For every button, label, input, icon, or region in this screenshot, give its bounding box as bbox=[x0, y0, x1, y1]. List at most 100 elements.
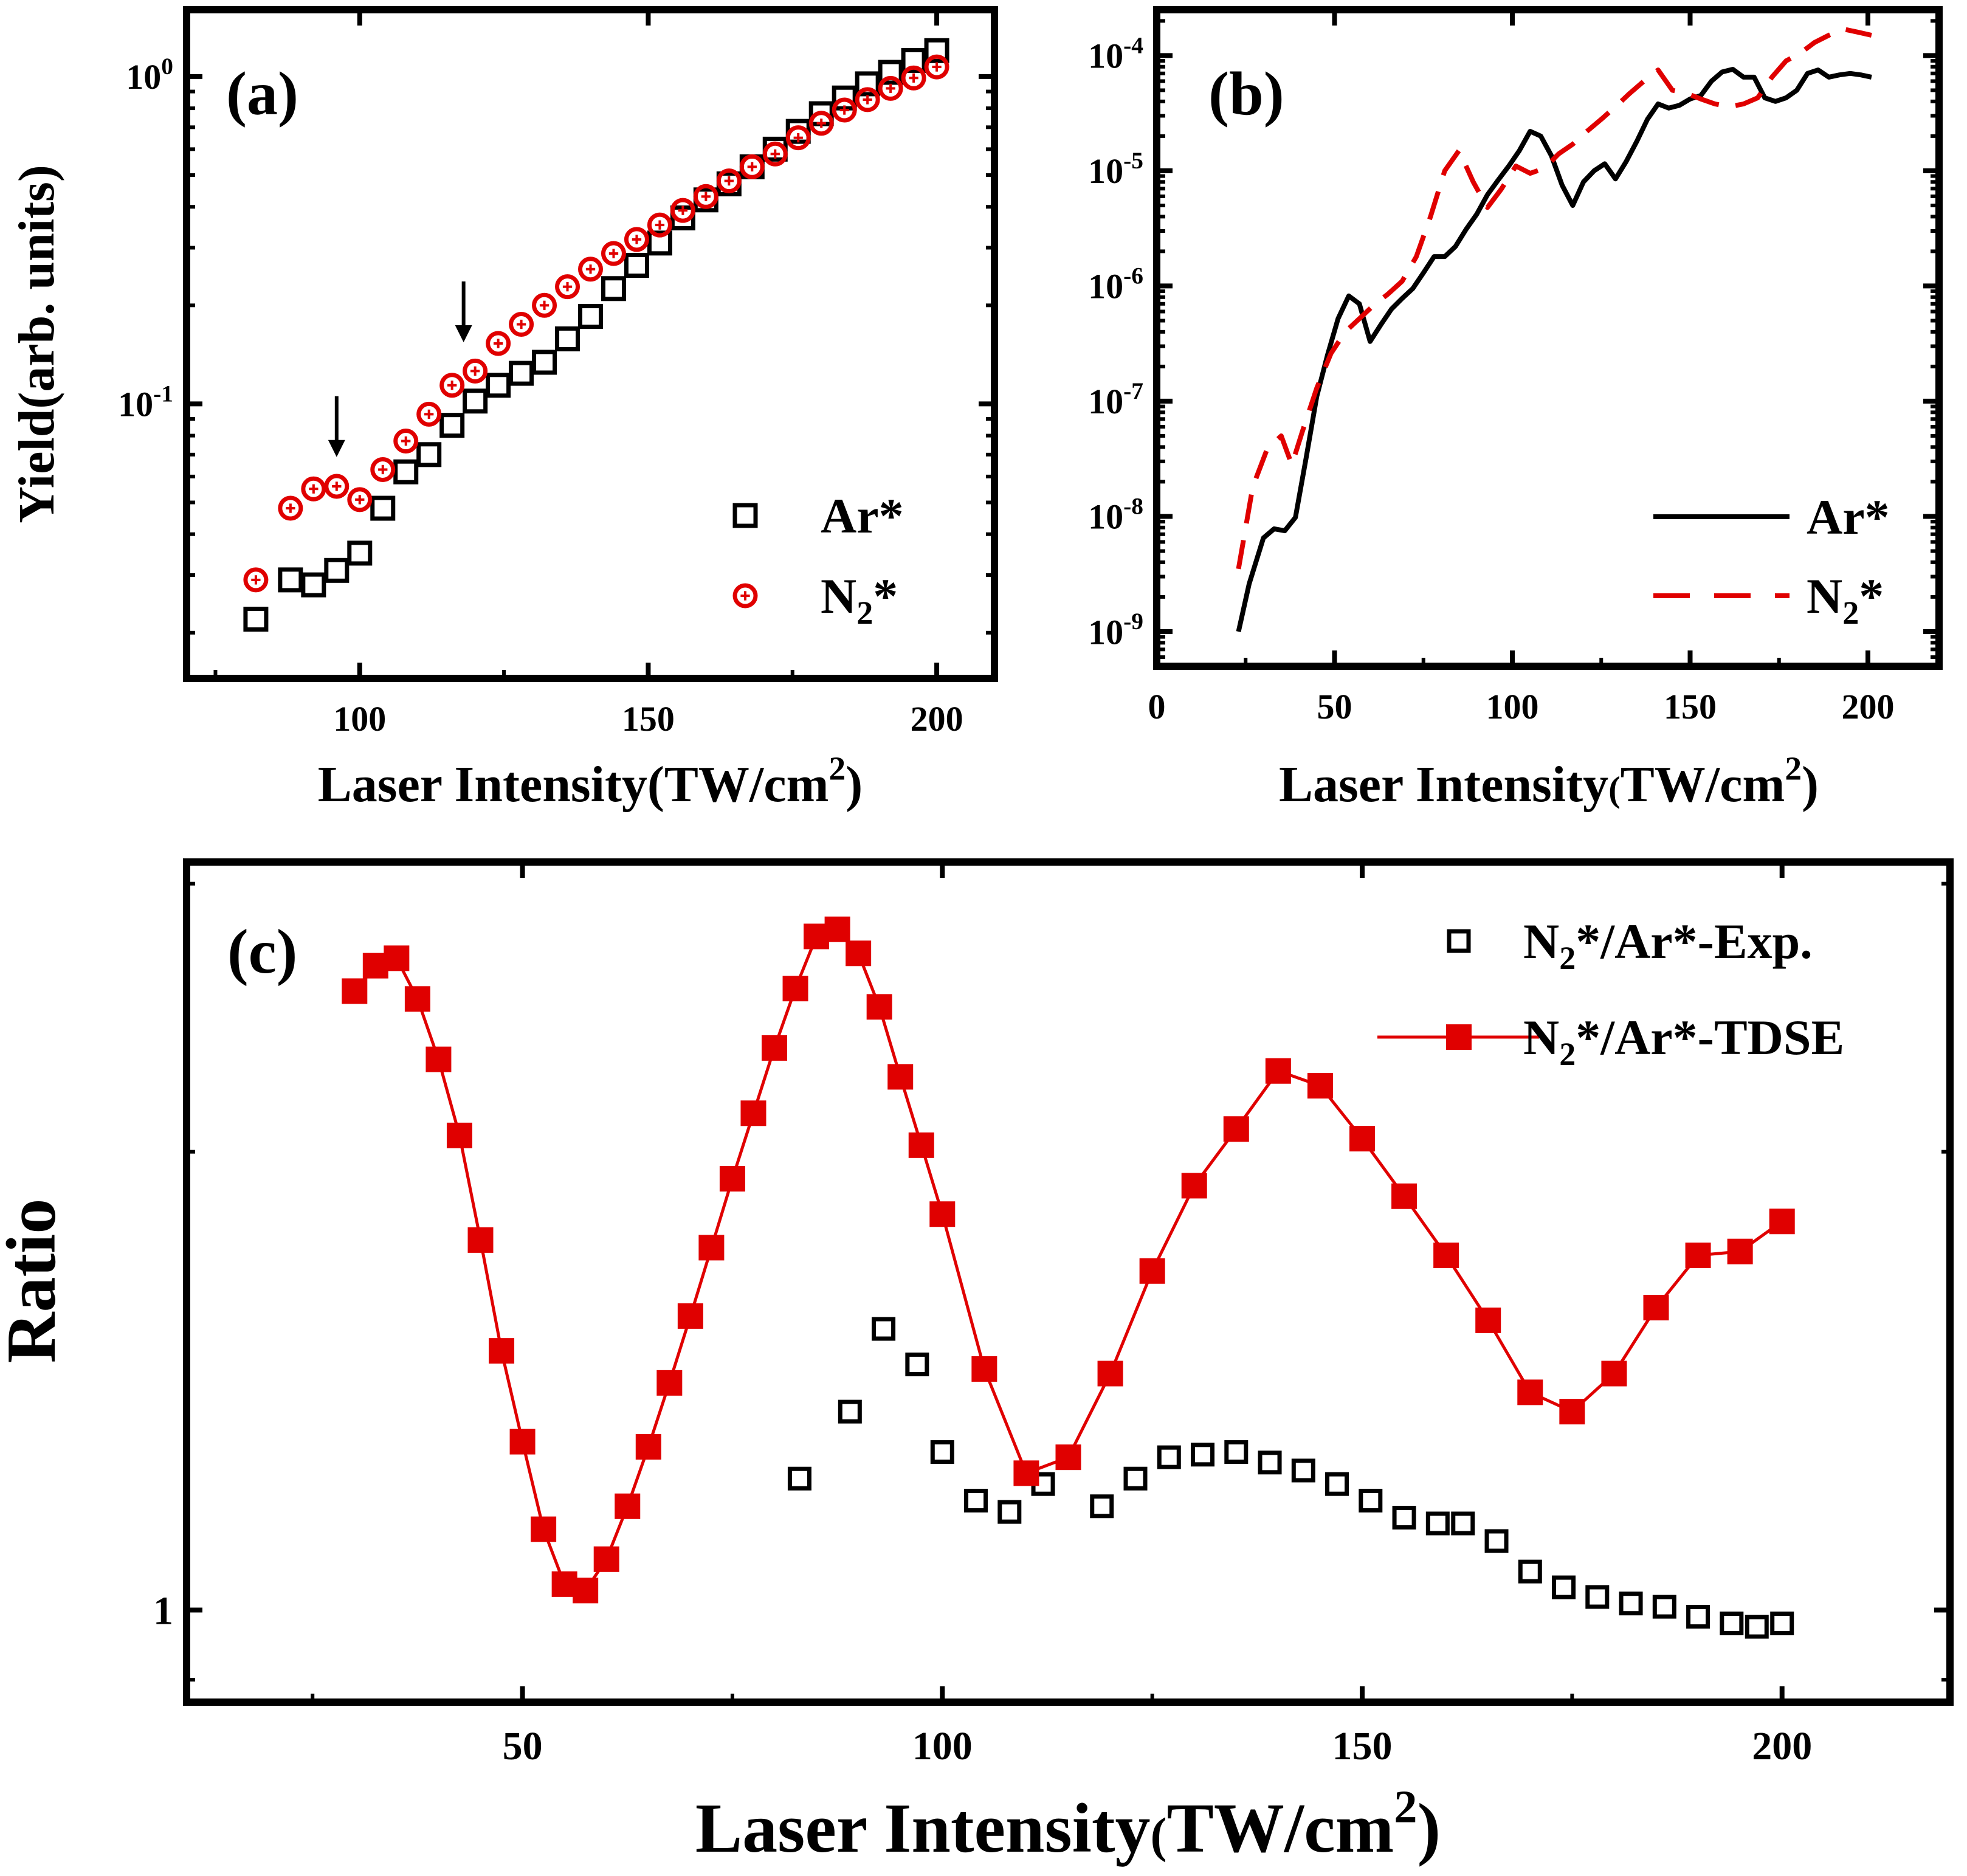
data-point bbox=[1475, 1307, 1501, 1333]
y-tick-base: 10 bbox=[1088, 612, 1123, 652]
data-point bbox=[278, 495, 303, 521]
data-point bbox=[1484, 1529, 1509, 1553]
legend-label-sub: 2 bbox=[1559, 1036, 1576, 1072]
data-point bbox=[593, 1546, 619, 1572]
y-tick-label: 10-9 bbox=[1088, 608, 1143, 652]
legend-label-base: N bbox=[821, 568, 856, 624]
data-point bbox=[808, 111, 834, 136]
data-point bbox=[1392, 1506, 1416, 1530]
data-point bbox=[463, 388, 488, 414]
data-point bbox=[677, 1303, 703, 1329]
data-point bbox=[555, 326, 580, 351]
data-point bbox=[551, 1571, 577, 1597]
data-point bbox=[615, 1493, 641, 1519]
data-point bbox=[324, 557, 350, 583]
data-point bbox=[347, 487, 373, 512]
x-axis-title-sup: 2 bbox=[829, 750, 846, 787]
data-point bbox=[1157, 1445, 1181, 1469]
data-point bbox=[446, 1122, 472, 1148]
y-tick-exp: -9 bbox=[1123, 608, 1143, 635]
data-point bbox=[1643, 1295, 1669, 1321]
data-point bbox=[1517, 1379, 1543, 1405]
y-tick-base: 10 bbox=[118, 385, 153, 424]
panel-c-frame bbox=[183, 858, 1954, 1706]
y-axis-title: Ratio bbox=[0, 1199, 71, 1364]
panel-b: 0 50 100 150 20010-910-810-710-610-510-4(b)L… bbox=[1088, 6, 1943, 813]
y-tick-exp: -5 bbox=[1123, 147, 1143, 174]
x-tick-label: 150 bbox=[622, 699, 675, 739]
data-point bbox=[1559, 1399, 1585, 1425]
data-point bbox=[787, 1466, 811, 1491]
legend-marker bbox=[732, 583, 758, 609]
legend-label: N2*/Ar*-TDSE bbox=[1523, 1010, 1844, 1072]
arrow-head bbox=[328, 440, 345, 457]
x-tick-label: 50 bbox=[503, 1724, 543, 1768]
legend-label: N2* bbox=[1807, 568, 1884, 631]
data-point bbox=[762, 1035, 787, 1061]
data-point bbox=[1391, 1183, 1418, 1209]
data-point bbox=[878, 75, 903, 101]
data-point bbox=[384, 945, 410, 971]
y-tick-label: 100 bbox=[126, 53, 173, 97]
x-axis-title: Laser Intensity(TW/cm2) bbox=[318, 750, 863, 813]
data-point bbox=[1181, 1173, 1207, 1199]
data-point bbox=[1686, 1604, 1710, 1629]
legend-label-sub: 2 bbox=[856, 595, 873, 631]
y-tick-base: 10 bbox=[126, 57, 161, 97]
data-point bbox=[467, 1227, 494, 1253]
data-point bbox=[719, 1166, 745, 1192]
data-point bbox=[878, 60, 903, 85]
data-point bbox=[1123, 1466, 1148, 1491]
legend-marker bbox=[732, 503, 758, 528]
data-point bbox=[555, 274, 580, 300]
data-point bbox=[846, 940, 872, 967]
data-point bbox=[1770, 1612, 1794, 1636]
data-point bbox=[1727, 1238, 1753, 1264]
y-tick-label: 10-4 bbox=[1088, 32, 1143, 75]
data-point bbox=[1325, 1472, 1349, 1496]
x-axis-title-unit: TW/cm bbox=[1621, 756, 1785, 813]
y-tick-exp: -6 bbox=[1123, 262, 1143, 289]
data-point bbox=[1552, 1575, 1576, 1599]
data-point bbox=[301, 476, 326, 502]
x-tick-label: 200 bbox=[1842, 687, 1895, 726]
x-tick-label: 150 bbox=[1332, 1724, 1393, 1768]
data-point bbox=[1223, 1116, 1249, 1142]
data-point bbox=[905, 1352, 929, 1376]
data-point bbox=[1652, 1595, 1676, 1619]
x-axis-title-unit: TW/cm bbox=[1167, 1790, 1394, 1867]
x-tick-label: 100 bbox=[912, 1724, 973, 1768]
series-line bbox=[353, 927, 1783, 1593]
data-point bbox=[838, 1399, 862, 1424]
x-tick-label: 100 bbox=[1486, 687, 1539, 726]
data-point bbox=[872, 1317, 896, 1341]
data-point bbox=[824, 916, 850, 942]
y-tick-label: 10-7 bbox=[1088, 378, 1143, 421]
data-point bbox=[929, 1201, 956, 1227]
data-point bbox=[439, 413, 465, 438]
legend-label: N2*/Ar*-Exp. bbox=[1523, 914, 1813, 976]
data-point bbox=[716, 168, 742, 194]
data-point bbox=[887, 1064, 914, 1090]
x-tick-label: 200 bbox=[1752, 1724, 1812, 1768]
x-tick-label: 50 bbox=[1317, 687, 1352, 726]
y-tick-label: 10-8 bbox=[1088, 492, 1143, 536]
data-point bbox=[1685, 1243, 1711, 1269]
data-point bbox=[1265, 1058, 1291, 1084]
data-point bbox=[1139, 1258, 1165, 1284]
data-point bbox=[698, 1235, 725, 1261]
x-axis-title-paren: ( bbox=[1608, 770, 1621, 809]
y-tick-label: 1 bbox=[153, 1589, 173, 1633]
data-point bbox=[416, 442, 442, 467]
x-tick-label: 100 bbox=[333, 699, 386, 739]
series-exp bbox=[787, 1317, 1794, 1639]
data-point bbox=[1518, 1559, 1542, 1584]
data-point bbox=[1433, 1243, 1459, 1269]
series-line-ar bbox=[1236, 67, 1872, 632]
data-point bbox=[1307, 1073, 1333, 1099]
data-point bbox=[486, 331, 511, 356]
y-tick-label: 10-5 bbox=[1088, 147, 1143, 191]
